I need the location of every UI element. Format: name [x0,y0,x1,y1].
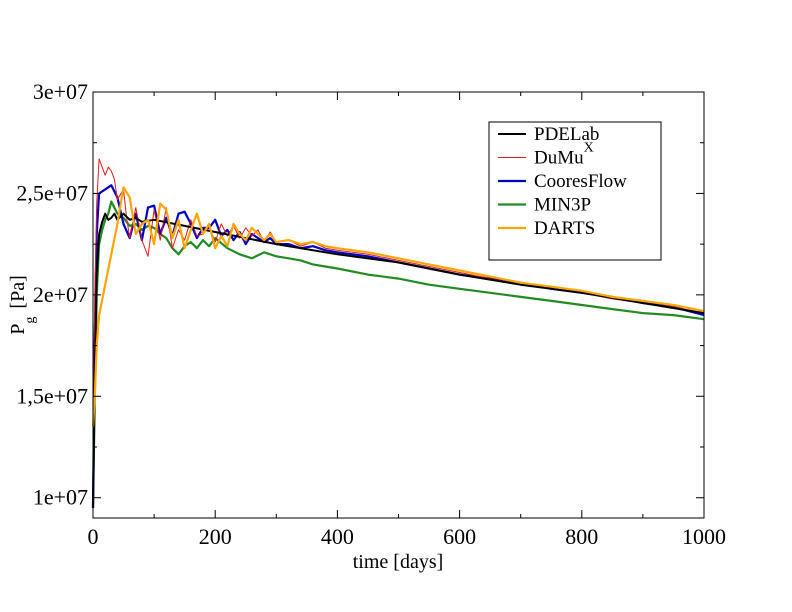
series-line-pdelab [92,212,705,508]
series-line-min3p [91,200,705,508]
y-tick-label: 2,5e+07 [16,180,88,205]
series-line-dumu [92,158,705,498]
x-tick-label: 200 [199,524,232,549]
svg-text:Pg[Pa]: Pg [Pa] [7,275,38,334]
y-axis-title: Pg [Pa] [7,275,38,334]
series-line-darts [91,186,705,427]
x-axis-title: time [days] [353,551,444,573]
x-axis: 0 200 400 600 800 1000 [88,92,726,549]
x-tick-label: 400 [321,524,354,549]
legend-label-superscript: X [584,141,594,156]
plot-lines [91,158,705,508]
x-tick-label: 800 [565,524,598,549]
x-tick-label: 1000 [682,524,726,549]
y-tick-label: 1e+07 [33,485,88,510]
legend-label-min3p: MIN3P [534,195,591,216]
y-tick-label: 3e+07 [33,79,88,104]
y-tick-label: 1,5e+07 [16,383,88,408]
y-axis-title-subscript: g [23,317,38,324]
x-tick-label: 0 [88,524,99,549]
legend-label-pdelab: PDELab [534,124,599,145]
legend-label-darts: DARTS [534,218,595,239]
legend-label-cooresflow: CooresFlow [534,171,627,192]
x-tick-label: 600 [443,524,476,549]
y-axis: 1e+07 1,5e+07 2e+07 2,5e+07 3e+07 [16,79,704,510]
legend-box [488,121,662,261]
y-axis-title-main: P [7,324,29,335]
y-axis-title-unit: [Pa] [7,275,29,308]
y-tick-label: 2e+07 [33,282,88,307]
